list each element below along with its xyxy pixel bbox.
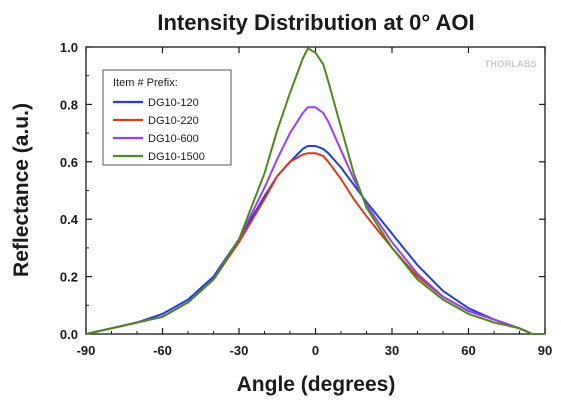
legend-entry-label: DG10-600 (148, 133, 199, 145)
y-tick-label: 1.0 (60, 40, 78, 55)
x-tick-label: 30 (385, 343, 399, 358)
x-tick-label: -60 (153, 343, 172, 358)
x-axis-label: Angle (degrees) (237, 373, 396, 396)
y-tick-label: 0.2 (60, 270, 78, 285)
y-axis-label: Reflectance (a.u.) (10, 103, 33, 277)
y-tick-label: 0.0 (60, 327, 78, 342)
legend-title: Item # Prefix: (113, 77, 178, 89)
legend-entry-label: DG10-120 (148, 97, 199, 109)
x-tick-label: 60 (461, 343, 475, 358)
x-tick-label: -90 (77, 343, 96, 358)
legend-entry-label: DG10-1500 (148, 151, 205, 163)
y-tick-label: 0.8 (60, 97, 78, 112)
legend: Item # Prefix: DG10-120 DG10-220 DG10-600 DG… (102, 69, 232, 166)
thorlabs-watermark: THORLABS (485, 59, 537, 69)
y-tick-label: 0.6 (60, 155, 78, 170)
x-tick-label: -30 (230, 343, 249, 358)
y-tick-label: 0.4 (60, 212, 79, 227)
chart-title: Intensity Distribution at 0° AOI (157, 10, 474, 35)
legend-box (102, 69, 232, 166)
x-tick-label: 0 (312, 343, 319, 358)
series-line-dg10-1500 (85, 47, 545, 335)
x-tick-label: 90 (538, 343, 552, 358)
legend-entry-label: DG10-220 (148, 115, 199, 127)
